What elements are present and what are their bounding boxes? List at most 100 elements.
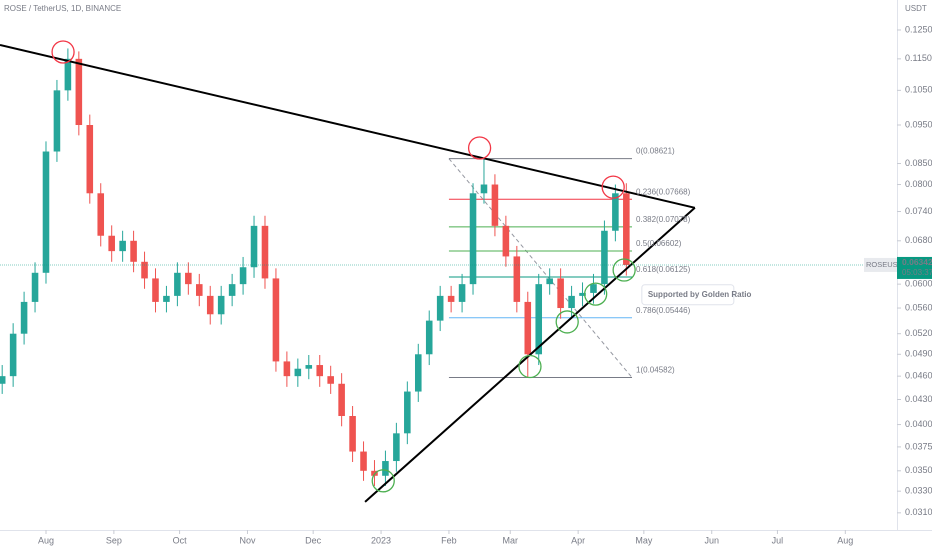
fib-label: 1(0.04582): [636, 366, 675, 375]
candle-body: [174, 272, 181, 296]
candle-body: [250, 225, 258, 268]
candle-body: [601, 230, 608, 285]
candle-body: [283, 361, 291, 377]
x-tick-label: Dec: [305, 535, 322, 545]
candle-body: [360, 451, 367, 471]
candle-body: [590, 284, 597, 293]
x-tick-label: Sep: [106, 535, 122, 545]
x-tick-label: 2023: [371, 535, 391, 545]
candle-body: [261, 225, 269, 279]
candle-body: [393, 433, 400, 462]
candle-body: [414, 354, 422, 392]
candle-body: [327, 376, 334, 384]
symbol-box: [864, 257, 897, 272]
candle-body: [119, 240, 126, 252]
candle-body: [239, 267, 247, 285]
annotation-box: [641, 284, 735, 306]
candle-body: [469, 193, 477, 285]
candle-body: [458, 284, 466, 302]
candle-body: [20, 301, 28, 334]
x-tick-label: May: [635, 535, 653, 545]
candle-body: [338, 383, 345, 417]
candle-body: [185, 272, 192, 285]
x-tick-label: Apr: [571, 535, 585, 545]
candle-body: [535, 284, 543, 355]
candle-body: [568, 295, 575, 309]
highlight-circle: [601, 175, 625, 199]
countdown-label: 05:03:37: [902, 268, 932, 277]
fib-label: 0.382(0.07078): [636, 215, 691, 224]
price-label: 0.06342: [902, 257, 932, 267]
price-unit: USDT: [905, 4, 927, 13]
candle-body: [163, 295, 170, 302]
candle-body: [305, 365, 313, 369]
candle-body: [228, 284, 236, 296]
highlight-circle: [371, 469, 395, 493]
highlight-circle: [518, 354, 542, 379]
candle-body: [436, 295, 444, 321]
x-tick-label: Nov: [239, 535, 256, 545]
candle-body: [612, 193, 619, 231]
plot: [0, 40, 696, 503]
candle-body: [513, 256, 521, 302]
candle-body: [108, 235, 115, 252]
chart-title: ROSE / TetherUS, 1D, BINANCE: [4, 4, 121, 13]
fib-label: 0.618(0.06125): [636, 265, 691, 274]
x-tick-label: Aug: [38, 535, 54, 545]
candle-body: [42, 151, 50, 273]
trendline: [0, 44, 696, 209]
x-tick-label: Jun: [704, 535, 719, 545]
highlight-circle: [555, 310, 579, 334]
candle-body: [404, 391, 411, 434]
highlight-circle: [467, 136, 492, 160]
candle-body: [425, 320, 433, 355]
candle-body: [64, 58, 72, 91]
candle-body: [524, 301, 532, 355]
candle-body: [141, 261, 148, 279]
fib-anchor: [448, 158, 633, 378]
candle-body: [294, 368, 302, 377]
candle-body: [447, 295, 455, 302]
candle-body: [382, 461, 389, 476]
y-tick-label: 0.12500: [905, 24, 932, 34]
fib-label: 0.236(0.07668): [636, 187, 691, 196]
x-tick-label: Mar: [503, 535, 519, 545]
candle-body: [0, 376, 6, 384]
candle-body: [195, 284, 203, 296]
candle-body: [86, 125, 94, 194]
candle-body: [130, 240, 137, 262]
candle-body: [53, 90, 61, 152]
candle-body: [502, 225, 510, 257]
fib-label: 0(0.08621): [636, 147, 675, 156]
fib-label: 0.5(0.06602): [636, 239, 682, 248]
candle-body: [480, 184, 488, 194]
x-tick-label: Feb: [441, 535, 457, 545]
highlight-circle: [51, 40, 75, 64]
highlight-circle: [612, 258, 636, 282]
x-tick-label: Oct: [173, 535, 188, 545]
candle-body: [31, 272, 39, 302]
x-tick-label: Jul: [772, 535, 784, 545]
candle-body: [623, 193, 630, 265]
candle-body: [152, 278, 159, 302]
fib-label: 0.786(0.05446): [636, 306, 691, 315]
candle-body: [9, 333, 17, 377]
x-tick-label: Aug: [837, 535, 853, 545]
candle-body: [579, 292, 586, 296]
